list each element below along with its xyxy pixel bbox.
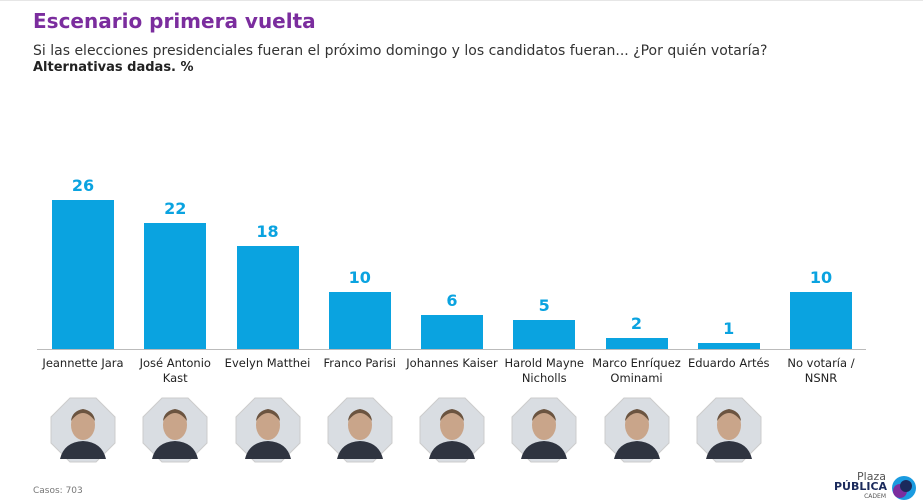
- bar: [513, 320, 576, 349]
- value-label: 2: [630, 313, 643, 333]
- candidate-photo: [604, 397, 669, 463]
- value-label: 1: [723, 319, 735, 339]
- candidate-photo: [419, 397, 485, 463]
- value-label: 26: [71, 176, 95, 196]
- candidate-photo: [50, 397, 116, 463]
- bar: [52, 200, 114, 349]
- x-tick-label: Johannes Kaiser: [406, 356, 498, 370]
- x-tick-label: Harold Mayne Nicholls: [504, 356, 585, 385]
- x-tick-label: Jeannette Jara: [42, 356, 124, 370]
- logo-icon: [892, 476, 916, 500]
- x-tick-label: Evelyn Matthei: [224, 356, 311, 370]
- x-tick-label: Marco Enríquez Ominami: [592, 356, 681, 385]
- note: Alternativas dadas. %: [33, 60, 194, 75]
- value-label: 5: [538, 296, 550, 316]
- x-tick-label: Eduardo Artés: [687, 356, 770, 370]
- bar: [790, 291, 852, 349]
- candidate-photo: [327, 397, 393, 463]
- bar: [236, 245, 299, 349]
- bar: [328, 291, 391, 349]
- candidate-photo: [235, 397, 300, 463]
- logo-sub: CADEM: [864, 493, 886, 500]
- cases: Casos: 703: [33, 486, 83, 496]
- value-label: 6: [446, 290, 458, 310]
- candidate-photo: [696, 397, 762, 463]
- x-tick-label: José Antonio Kast: [139, 356, 211, 385]
- logo: Plaza PÚBLICA CADEM: [834, 470, 888, 502]
- x-tick-label: Franco Parisi: [323, 356, 396, 370]
- bar: [144, 222, 207, 349]
- value-label: 10: [348, 267, 371, 287]
- bar: [697, 343, 760, 349]
- candidate-photo: [142, 397, 208, 463]
- bar: [605, 337, 668, 349]
- value-label: 18: [256, 221, 279, 241]
- x-tick-label: No votaría / NSNR: [787, 356, 855, 385]
- value-label: 10: [809, 267, 833, 287]
- logo-main: PÚBLICA: [834, 480, 888, 493]
- chart-title: Escenario primera vuelta: [33, 9, 316, 33]
- bar: [421, 314, 483, 349]
- subtitle: Si las elecciones presidenciales fueran …: [33, 43, 768, 59]
- axis-line: [37, 349, 866, 350]
- logo-top: Plaza: [857, 470, 886, 483]
- candidate-photo: [511, 397, 577, 463]
- value-label: 22: [164, 198, 187, 218]
